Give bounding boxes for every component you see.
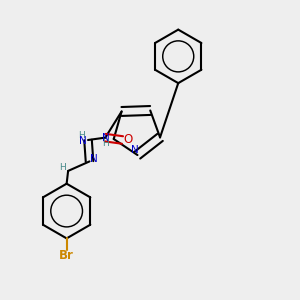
- Text: H: H: [78, 131, 85, 140]
- Text: N: N: [80, 136, 87, 146]
- Text: N: N: [101, 133, 109, 143]
- Text: N: N: [90, 154, 98, 164]
- Text: O: O: [124, 133, 133, 146]
- Text: H: H: [59, 163, 66, 172]
- Text: H: H: [102, 139, 109, 148]
- Text: Br: Br: [59, 249, 74, 262]
- Text: N: N: [131, 145, 139, 155]
